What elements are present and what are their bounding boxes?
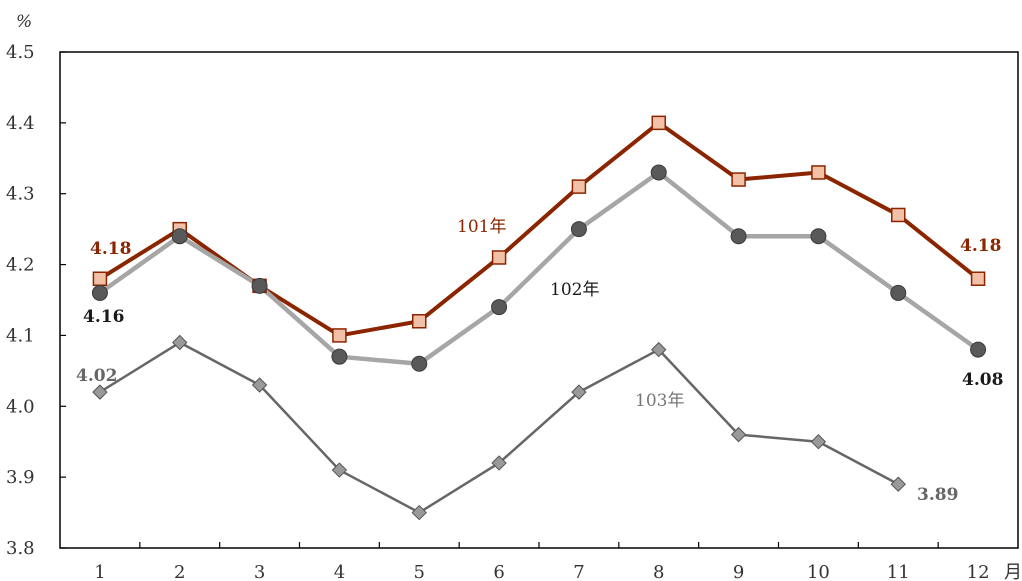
data-point — [491, 299, 508, 316]
series-line — [98, 170, 980, 367]
data-label: 4.08 — [962, 370, 1003, 390]
series-line — [98, 120, 980, 338]
y-tick-label: 4.0 — [6, 396, 35, 417]
series-name-label: 102年 — [550, 280, 599, 300]
data-point — [172, 334, 188, 351]
data-label: 3.89 — [917, 485, 958, 505]
data-point — [810, 228, 827, 245]
data-label: 4.16 — [83, 307, 124, 327]
data-point — [251, 277, 268, 294]
series-markers — [91, 115, 987, 521]
data-point — [970, 271, 986, 286]
data-label: 4.18 — [960, 236, 1001, 256]
y-tick-label: 4.4 — [6, 113, 35, 134]
data-point — [811, 165, 826, 180]
y-axis-unit: % — [16, 12, 32, 32]
x-tick-label: 12 — [967, 562, 990, 581]
data-point — [331, 462, 348, 478]
y-tick-label: 3.9 — [6, 467, 35, 488]
x-tick-label: 5 — [414, 562, 425, 581]
y-tick-label: 4.5 — [6, 42, 35, 63]
data-point — [570, 221, 587, 238]
x-tick-label: 2 — [174, 562, 185, 581]
series-line — [99, 341, 899, 514]
data-point — [730, 426, 747, 443]
x-tick-label: 8 — [653, 562, 664, 581]
x-tick-label: 6 — [493, 562, 504, 581]
x-tick-label: 1 — [94, 562, 105, 581]
series-name-label: 101年 — [457, 217, 506, 237]
y-tick-label: 4.2 — [6, 255, 35, 276]
x-tick-label: 9 — [733, 562, 744, 581]
data-point — [251, 377, 268, 393]
data-point — [810, 434, 827, 450]
data-point — [332, 328, 347, 343]
data-point — [92, 384, 108, 400]
data-point — [890, 284, 907, 301]
data-point — [650, 164, 667, 181]
data-point — [491, 455, 507, 471]
plot-frame — [59, 51, 1019, 549]
data-point — [891, 207, 906, 223]
data-point — [731, 172, 746, 187]
y-tick-label: 3.8 — [6, 538, 35, 559]
annotations: 4.18 4.18 4.16 4.08 4.02 3.89 101年 102年 103年 — [76, 217, 1003, 505]
data-point — [651, 341, 667, 358]
axes: 3.83.94.04.14.24.34.44.5%1 2 3 4 5 6 7 8 9 10 11 12… — [6, 12, 1022, 581]
y-tick-label: 4.3 — [6, 184, 35, 205]
data-point — [571, 384, 587, 400]
data-point — [411, 504, 427, 521]
data-point — [571, 179, 587, 194]
y-tick-label: 4.1 — [6, 325, 35, 346]
data-point — [890, 476, 906, 492]
data-point — [970, 341, 987, 358]
data-point — [171, 228, 188, 245]
data-point — [730, 228, 747, 245]
series-lines — [98, 120, 980, 514]
data-point — [92, 271, 108, 286]
data-point — [91, 284, 108, 301]
data-point — [411, 355, 428, 372]
data-label: 4.02 — [76, 366, 117, 386]
x-tick-label: 7 — [573, 562, 584, 581]
x-axis-unit: 月 — [1004, 562, 1022, 581]
data-point — [412, 314, 427, 329]
x-tick-label: 10 — [807, 562, 830, 581]
data-point — [491, 250, 507, 265]
series-name-label: 103年 — [635, 391, 684, 411]
data-label: 4.18 — [90, 239, 131, 259]
data-point — [331, 348, 348, 365]
data-point — [651, 115, 666, 131]
x-tick-label: 3 — [254, 562, 265, 581]
x-tick-label: 11 — [887, 562, 910, 581]
x-tick-label: 4 — [334, 562, 345, 581]
